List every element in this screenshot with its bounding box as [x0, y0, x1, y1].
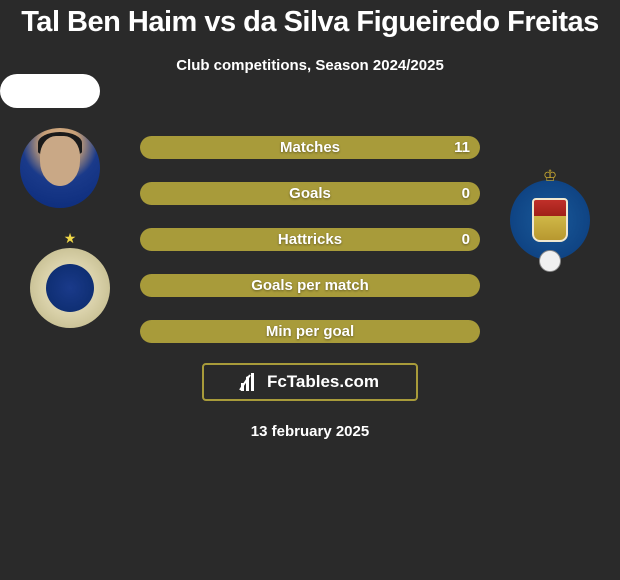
stat-value: 11 — [454, 139, 470, 156]
stat-bar-goals-per-match: Goals per match — [140, 274, 480, 297]
player2-photo-placeholder — [0, 74, 100, 108]
stat-label: Goals — [289, 185, 331, 202]
club1-badge: ★ — [30, 248, 110, 328]
stat-label: Min per goal — [266, 323, 354, 340]
stat-label: Matches — [280, 139, 340, 156]
stat-bar-goals: Goals 0 — [140, 182, 480, 205]
date-label: 13 february 2025 — [0, 423, 620, 440]
page-title: Tal Ben Haim vs da Silva Figueiredo Frei… — [0, 0, 620, 39]
stat-bar-min-per-goal: Min per goal — [140, 320, 480, 343]
bar-chart-icon — [241, 373, 263, 391]
club2-badge: ♔ — [510, 180, 590, 260]
stat-value: 0 — [462, 231, 470, 248]
branding-text: FcTables.com — [267, 372, 379, 392]
stat-value: 0 — [462, 185, 470, 202]
stat-label: Hattricks — [278, 231, 342, 248]
branding-badge[interactable]: FcTables.com — [202, 363, 418, 401]
stat-bar-hattricks: Hattricks 0 — [140, 228, 480, 251]
player1-photo — [20, 128, 100, 208]
stat-label: Goals per match — [251, 277, 369, 294]
stat-bar-matches: Matches 11 — [140, 136, 480, 159]
subtitle: Club competitions, Season 2024/2025 — [0, 57, 620, 74]
